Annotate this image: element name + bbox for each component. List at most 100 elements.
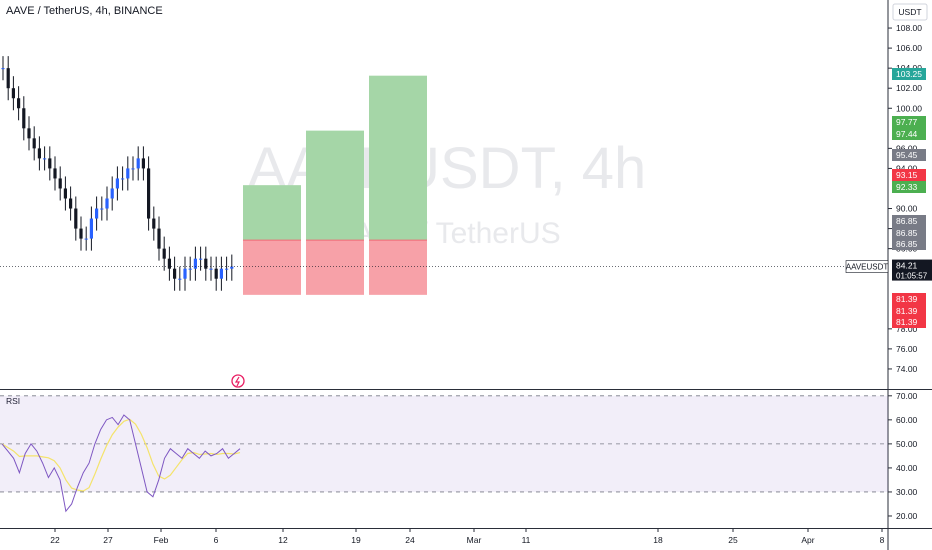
axis-price-badge-text: 92.33 (896, 182, 918, 192)
axis-price-badge-text: 81.39 (896, 294, 918, 304)
time-tick-label: 8 (880, 535, 885, 545)
position-target-zone (369, 75, 427, 241)
current-price-box (892, 259, 932, 281)
candle-body (214, 268, 218, 279)
axis-price-badge (892, 215, 926, 227)
candle-body (141, 158, 145, 169)
price-tick-label: 74.00 (896, 364, 918, 374)
axis-price-badge-text: 97.77 (896, 117, 918, 127)
candle-body (79, 228, 83, 239)
rsi-label: RSI (6, 396, 20, 406)
price-tick-label: 94.00 (896, 163, 918, 173)
time-tick-label: 27 (103, 535, 113, 545)
watermark-name: AAVE / TetherUS (333, 217, 560, 250)
candle-body (152, 218, 156, 229)
candle-body (84, 238, 88, 240)
candle-body (183, 268, 187, 279)
rsi-tick-label: 50.00 (896, 439, 918, 449)
rsi-line (1, 414, 241, 513)
candle-body (219, 268, 223, 279)
rsi-tick-label: 60.00 (896, 415, 918, 425)
axis-price-badge (892, 169, 926, 181)
lightning-icon (231, 374, 245, 388)
axis-price-badge (892, 116, 926, 128)
rsi-tick-label: 40.00 (896, 463, 918, 473)
candle-body (58, 178, 62, 189)
candle-body (69, 198, 73, 209)
axis-price-badge-text: 81.39 (896, 317, 918, 327)
candle-body (115, 178, 119, 189)
lightning-icon-glyph (234, 376, 240, 387)
price-tick-label: 96.00 (896, 143, 918, 153)
candle-body (89, 218, 93, 239)
currency-box (892, 3, 928, 21)
candle-body (110, 188, 114, 199)
candle-body (53, 168, 57, 179)
candle-body (126, 168, 130, 179)
candle-body (100, 208, 104, 210)
currency-label: USDT (898, 7, 921, 17)
axis-price-badge-text: 95.45 (896, 150, 918, 160)
candle-body (105, 198, 109, 209)
candle-body (95, 208, 99, 219)
candle-body (48, 158, 52, 169)
price-tick-label: 76.00 (896, 344, 918, 354)
candle-body (6, 68, 10, 89)
axis-price-badge (892, 293, 926, 305)
countdown-label: 01:05:57 (896, 272, 928, 281)
candle-body (32, 138, 36, 149)
axis-price-badge (892, 316, 926, 328)
current-price-label: 84.21 (896, 261, 918, 271)
time-tick-label: 6 (214, 535, 219, 545)
axis-price-badge-text: 86.85 (896, 228, 918, 238)
axis-price-badge (892, 149, 926, 161)
time-tick-label: 11 (522, 535, 531, 545)
time-tick-label: 22 (50, 535, 60, 545)
position-stop-zone (243, 240, 301, 295)
axis-price-badge (892, 128, 926, 140)
candle-body (147, 168, 151, 219)
chart-title: AAVE / TetherUS, 4h, BINANCE (6, 5, 163, 17)
axis-price-badge-text: 97.44 (896, 129, 918, 139)
candle-body (209, 268, 213, 270)
axis-price-badge (892, 68, 926, 80)
symbol-tag-box (845, 260, 889, 273)
candle-body (225, 268, 229, 270)
candle-body (37, 148, 41, 159)
candle-body (17, 98, 21, 109)
rsi-tick-label: 30.00 (896, 487, 918, 497)
time-tick-label: 24 (405, 535, 415, 545)
price-tick-label: 102.00 (896, 83, 922, 93)
candle-body (43, 158, 47, 160)
time-tick-label: 25 (728, 535, 738, 545)
position-target-zone (306, 130, 364, 241)
rsi-ma-line (1, 418, 241, 492)
symbol-tag: AAVEUSDT (846, 263, 889, 272)
candle-body (204, 258, 208, 269)
time-tick-label: 19 (351, 535, 361, 545)
time-tick-label: 18 (653, 535, 663, 545)
axis-price-badge-text: 81.39 (896, 306, 918, 316)
position-target-zone (243, 185, 301, 241)
time-tick-label: Mar (467, 535, 482, 545)
axis-price-badge (892, 181, 926, 193)
candle-body (136, 158, 140, 169)
axis-price-badge-text: 86.85 (896, 216, 918, 226)
candle-body (1, 68, 5, 70)
candle-body (121, 178, 125, 180)
axis-price-badge-text: 93.15 (896, 170, 918, 180)
candle-body (199, 258, 203, 260)
price-tick-label: 90.00 (896, 204, 918, 214)
candle-body (63, 188, 67, 199)
candle-body (27, 128, 31, 139)
candle-body (188, 268, 192, 270)
candle-body (131, 168, 135, 170)
candle-body (230, 266, 234, 269)
time-tick-label: Feb (154, 535, 169, 545)
price-tick-label: 100.00 (896, 103, 922, 113)
axis-price-badge-text: 103.25 (896, 69, 922, 79)
rsi-tick-label: 70.00 (896, 391, 918, 401)
time-tick-label: 12 (278, 535, 288, 545)
